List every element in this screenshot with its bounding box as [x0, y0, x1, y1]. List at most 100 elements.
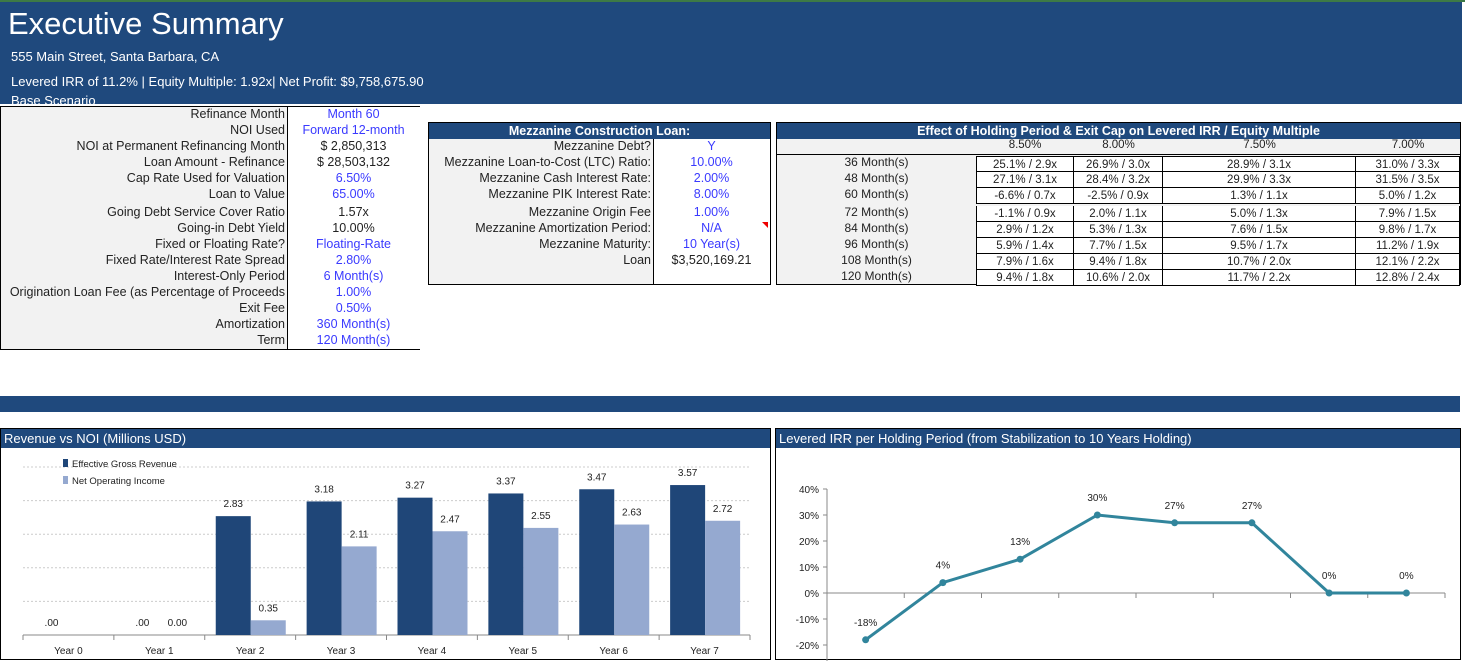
- sensitivity-cell: 12.1% / 2.2x: [1356, 254, 1460, 270]
- sensitivity-cell: 11.7% / 2.2x: [1163, 270, 1356, 286]
- row-value[interactable]: Floating-Rate: [315, 237, 392, 251]
- data-label: 0.35: [259, 603, 279, 614]
- data-label: 30%: [1087, 493, 1107, 504]
- row-value[interactable]: Y: [707, 139, 716, 153]
- sensitivity-cell: 11.2% / 1.9x: [1356, 238, 1460, 254]
- sensitivity-cell: 2.0% / 1.1x: [1074, 206, 1163, 222]
- row-label: Loan Amount - Refinance: [143, 155, 285, 169]
- row-value[interactable]: Forward 12-month: [302, 123, 405, 137]
- row-value[interactable]: 1.00%: [693, 205, 730, 219]
- x-tick-label: Year 6: [599, 646, 628, 657]
- row-label: Loan to Value: [208, 187, 285, 201]
- row-value[interactable]: 0.50%: [335, 301, 372, 315]
- row-label: Origination Loan Fee (as Percentage of P…: [9, 285, 285, 299]
- legend-label: Net Operating Income: [72, 476, 165, 487]
- scenario-label: Base Scenario: [11, 93, 96, 108]
- row-label: Interest-Only Period: [173, 269, 285, 283]
- bar-noi: [432, 531, 468, 635]
- data-point: [1325, 589, 1333, 597]
- row-label: Refinance Month: [190, 107, 285, 121]
- sensitivity-cell: -6.6% / 0.7x: [976, 188, 1074, 204]
- x-tick-label: Year 4: [418, 646, 447, 657]
- sensitivity-cell: 27.1% / 3.1x: [976, 172, 1074, 188]
- row-value[interactable]: Month 60: [327, 107, 380, 121]
- row-value: $3,520,169.21: [671, 253, 752, 267]
- row-value[interactable]: 10 Year(s): [683, 237, 740, 251]
- bar-noi: [341, 546, 377, 635]
- row-value[interactable]: 1.00%: [335, 285, 372, 299]
- bar-revenue: [215, 516, 251, 635]
- sensitivity-cell: 10.6% / 2.0x: [1074, 270, 1163, 286]
- data-point: [1248, 519, 1256, 527]
- sensitivity-cell: 5.0% / 1.3x: [1163, 206, 1356, 222]
- row-value[interactable]: 8.00%: [693, 187, 730, 201]
- row-label: Going-in Debt Yield: [177, 221, 285, 235]
- row-value: $ 28,503,132: [317, 155, 390, 169]
- sensitivity-cell: 12.8% / 2.4x: [1356, 270, 1460, 286]
- data-label: 0%: [1399, 571, 1414, 582]
- row-value[interactable]: 120 Month(s): [316, 333, 391, 347]
- sensitivity-cell: 2.9% / 1.2x: [976, 222, 1074, 238]
- comment-indicator-icon[interactable]: [762, 222, 768, 228]
- sensitivity-cell: -2.5% / 0.9x: [1074, 188, 1163, 204]
- sensitivity-cell: -1.1% / 0.9x: [976, 206, 1074, 222]
- sensitivity-cell: 9.8% / 1.7x: [1356, 222, 1460, 238]
- data-point: [1093, 511, 1101, 519]
- row-value: 1.57x: [338, 205, 369, 219]
- row-value[interactable]: 65.00%: [332, 187, 375, 201]
- row-label: Loan: [623, 253, 651, 267]
- value-column: [287, 107, 420, 349]
- sensitivity-cell: 7.9% / 1.5x: [1356, 206, 1460, 222]
- bar-revenue: [488, 493, 524, 635]
- row-value[interactable]: 360 Month(s): [316, 317, 391, 331]
- sensitivity-cell: 9.4% / 1.8x: [976, 270, 1074, 286]
- y-tick-label: 40%: [799, 485, 819, 496]
- legend-label: Effective Gross Revenue: [72, 459, 177, 470]
- bar-noi: [250, 620, 286, 635]
- row-value[interactable]: 10.00%: [690, 155, 733, 169]
- data-point: [939, 579, 947, 587]
- holding-period-label: 60 Month(s): [844, 187, 909, 201]
- data-point: [1402, 589, 1410, 597]
- data-label: -18%: [854, 618, 877, 629]
- sensitivity-cell: 5.0% / 1.2x: [1356, 188, 1460, 204]
- row-value[interactable]: 2.00%: [693, 171, 730, 185]
- holding-period-label: 36 Month(s): [844, 155, 909, 169]
- exit-cap-header: 7.50%: [1243, 139, 1276, 151]
- row-value[interactable]: N/A: [701, 221, 722, 235]
- data-label: 3.47: [587, 472, 607, 483]
- holding-period-label: 96 Month(s): [844, 237, 909, 251]
- data-label: 2.11: [350, 529, 369, 540]
- sensitivity-cell: 9.4% / 1.8x: [1074, 254, 1163, 270]
- x-tick-label: Year 1: [145, 646, 174, 657]
- row-label: Mezzanine Amortization Period:: [475, 221, 651, 235]
- bar-revenue: [306, 501, 342, 635]
- exit-cap-header: 8.50%: [1008, 139, 1042, 151]
- x-tick-label: Year 3: [327, 646, 356, 657]
- property-address: 555 Main Street, Santa Barbara, CA: [11, 49, 220, 64]
- sensitivity-cell: 29.9% / 3.3x: [1163, 172, 1356, 188]
- chart-title: Levered IRR per Holding Period (from Sta…: [776, 429, 1460, 448]
- row-label: Mezzanine PIK Interest Rate:: [488, 187, 651, 201]
- row-label: Going Debt Service Cover Ratio: [107, 205, 285, 219]
- bar-revenue: [579, 489, 615, 635]
- y-tick-label: 10%: [799, 563, 819, 574]
- row-value[interactable]: 2.80%: [335, 253, 372, 267]
- top-border: [0, 0, 1465, 2]
- y-tick-label: -10%: [796, 615, 819, 626]
- holding-period-label: 108 Month(s): [841, 253, 912, 267]
- data-label: 27%: [1165, 501, 1185, 512]
- data-label: 2.72: [713, 504, 733, 515]
- mezzanine-table: Mezzanine Construction Loan: Mezzanine D…: [428, 122, 771, 285]
- x-tick-label: Year 2: [236, 646, 265, 657]
- row-value[interactable]: 6.50%: [335, 171, 372, 185]
- bar-noi: [614, 524, 650, 635]
- row-value[interactable]: 6 Month(s): [323, 269, 384, 283]
- holding-period-label: 72 Month(s): [844, 205, 909, 219]
- sensitivity-cell: 26.9% / 3.0x: [1074, 156, 1163, 172]
- sensitivity-cell: 5.3% / 1.3x: [1074, 222, 1163, 238]
- refinance-table: Refinance Month Month 60 NOI Used Forward 1…: [0, 106, 420, 350]
- row-label: NOI at Permanent Refinancing Month: [76, 139, 285, 153]
- sensitivity-table: Effect of Holding Period & Exit Cap on L…: [776, 122, 1461, 286]
- holding-period-label: 84 Month(s): [844, 221, 909, 235]
